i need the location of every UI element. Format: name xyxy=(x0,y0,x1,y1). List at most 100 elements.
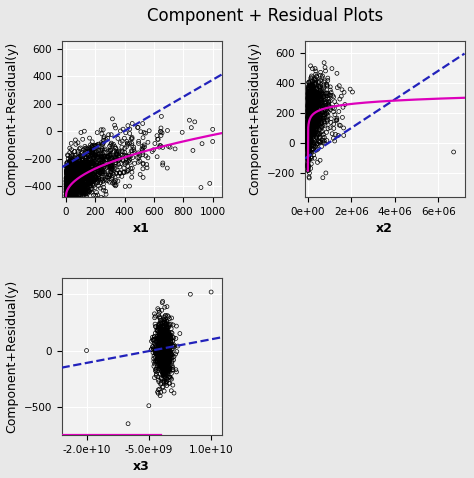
Point xyxy=(160,368,167,376)
Point xyxy=(311,87,319,95)
Point xyxy=(306,128,313,136)
Point xyxy=(82,188,89,196)
Point xyxy=(306,123,313,131)
Point xyxy=(64,195,72,203)
Point xyxy=(69,173,77,180)
Point xyxy=(71,179,78,186)
Point xyxy=(71,166,79,174)
Point xyxy=(304,125,312,132)
Point xyxy=(98,153,106,161)
Point xyxy=(160,344,168,351)
Point xyxy=(67,194,75,202)
Point xyxy=(304,102,312,110)
Point xyxy=(331,98,338,106)
Point xyxy=(65,201,73,208)
Point xyxy=(63,167,71,175)
Point xyxy=(308,130,316,137)
Point xyxy=(309,85,317,92)
Point xyxy=(63,194,71,201)
Point xyxy=(76,164,83,172)
Point xyxy=(161,348,168,356)
Point xyxy=(308,126,316,134)
Point xyxy=(73,178,81,186)
Point xyxy=(65,182,73,189)
Point xyxy=(70,201,78,208)
Point xyxy=(306,98,313,105)
Point xyxy=(89,152,96,159)
Point xyxy=(320,81,328,89)
Point xyxy=(304,134,312,142)
Point xyxy=(161,334,168,341)
Point xyxy=(65,190,73,197)
Point xyxy=(159,363,166,371)
Point xyxy=(140,129,148,136)
Point xyxy=(65,182,73,189)
Point xyxy=(79,173,87,181)
Point xyxy=(163,353,171,361)
Point xyxy=(86,167,94,174)
Point xyxy=(316,120,324,128)
Point xyxy=(305,144,313,152)
Point xyxy=(164,343,172,350)
Point xyxy=(164,355,172,362)
Point xyxy=(73,188,81,196)
Point xyxy=(162,348,170,356)
Point xyxy=(71,156,79,164)
Point xyxy=(98,174,105,181)
Point xyxy=(306,127,313,134)
Point xyxy=(158,353,166,360)
Point xyxy=(157,326,164,333)
Point xyxy=(304,134,312,141)
Point xyxy=(69,169,77,176)
Point xyxy=(169,342,176,349)
Point xyxy=(68,168,76,175)
Point xyxy=(306,112,313,120)
Point xyxy=(82,165,89,173)
Point xyxy=(66,182,74,190)
Point xyxy=(69,175,76,183)
Point xyxy=(66,207,74,215)
Point xyxy=(63,219,71,227)
Point xyxy=(305,86,312,93)
Point xyxy=(305,104,312,111)
Point xyxy=(163,331,170,338)
Point xyxy=(155,336,162,343)
Point xyxy=(305,136,312,144)
Point xyxy=(163,337,170,344)
Point xyxy=(169,381,177,389)
Point xyxy=(65,171,73,178)
Point xyxy=(304,137,312,145)
Point xyxy=(66,171,73,178)
Point xyxy=(64,188,72,196)
Point xyxy=(65,188,73,196)
Point xyxy=(77,187,84,195)
Point xyxy=(163,346,171,353)
Point xyxy=(310,126,317,134)
Point xyxy=(71,156,78,164)
Point xyxy=(77,174,84,181)
Point xyxy=(311,114,319,122)
Point xyxy=(159,344,166,352)
Point xyxy=(64,183,72,190)
Point xyxy=(63,199,70,207)
Point xyxy=(158,362,165,369)
Point xyxy=(161,346,169,353)
Point xyxy=(135,138,143,145)
Point xyxy=(307,106,314,113)
Point xyxy=(307,117,314,124)
Point xyxy=(306,121,313,129)
Point xyxy=(65,182,73,190)
Point xyxy=(163,360,171,368)
Point xyxy=(163,353,171,361)
Point xyxy=(305,103,313,111)
Point xyxy=(305,119,313,127)
Point xyxy=(163,356,171,363)
Point xyxy=(166,351,174,359)
Point xyxy=(163,346,170,353)
Point xyxy=(78,188,85,196)
Point xyxy=(304,121,312,129)
Point xyxy=(166,355,174,362)
Point xyxy=(63,197,70,205)
Point xyxy=(306,97,313,104)
Point xyxy=(159,363,167,370)
